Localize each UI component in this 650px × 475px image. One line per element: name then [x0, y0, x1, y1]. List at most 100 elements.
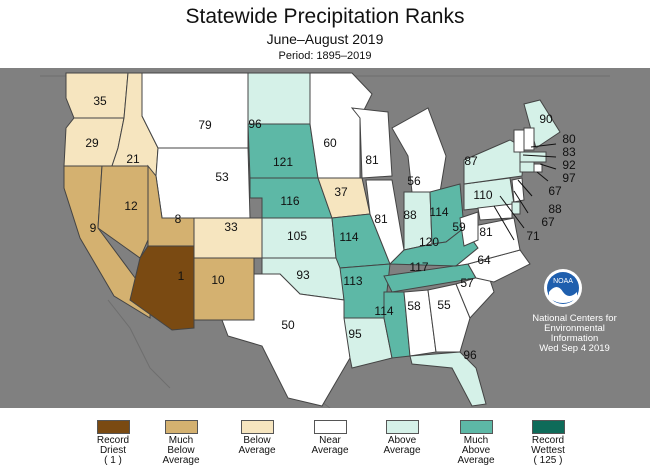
- state-wyoming: [155, 147, 251, 219]
- rank-label-tennessee: 117: [409, 260, 428, 274]
- state-nevada: [97, 165, 149, 259]
- rank-label-michigan: 56: [407, 174, 421, 188]
- rank-label-washington: 35: [93, 94, 107, 108]
- legend-swatch-much-above: [459, 420, 493, 434]
- legend-label-line: Record: [96, 435, 130, 446]
- leader-line-nj: [517, 179, 533, 197]
- legend-label-line: Above: [461, 445, 491, 456]
- rank-label-wyoming: 53: [215, 170, 229, 184]
- legend-item-below: Below Average: [217, 420, 297, 456]
- legend-swatch-record-driest: [96, 420, 130, 434]
- rank-label-arizona: 1: [178, 269, 185, 283]
- rank-label-maine: 90: [539, 112, 553, 126]
- rank-label-north-carolina: 64: [477, 253, 491, 267]
- legend-item-record-driest: Record Driest ( 1 ): [73, 420, 153, 466]
- legend-label-line: Average: [238, 445, 276, 456]
- legend-label-line: Average: [162, 455, 200, 466]
- state-south-dakota: [247, 123, 319, 179]
- rank-label-vermont: 83: [562, 145, 576, 159]
- map-title: Statewide Precipitation Ranks: [185, 5, 465, 28]
- credit-line-3: Information: [550, 333, 599, 344]
- states-layer: [63, 72, 561, 407]
- rank-label-oregon: 29: [85, 136, 99, 150]
- legend-swatch-near: [313, 420, 347, 434]
- credit-line-1: National Centers for: [532, 313, 617, 324]
- legend-label-line: Above: [387, 435, 417, 446]
- leader-line-ma: [539, 163, 557, 170]
- legend-label-line: Below: [167, 445, 195, 456]
- rank-label-idaho: 21: [126, 152, 140, 166]
- credit-block: National Centers for Environmental Infor…: [512, 314, 637, 354]
- state-arizona: [129, 245, 195, 331]
- rank-label-north-dakota: 96: [248, 117, 262, 131]
- legend-swatch-below: [240, 420, 274, 434]
- legend-label-line: Average: [311, 445, 349, 456]
- rank-label-delaware: 88: [548, 202, 562, 216]
- leader-line-ct: [536, 171, 549, 182]
- leader-line-ri: [493, 205, 515, 241]
- rank-label-iowa: 37: [334, 185, 348, 199]
- legend-item-near: Near Average: [290, 420, 370, 456]
- legend-swatch-record-wettest: [531, 420, 565, 434]
- legend-item-much-above: Much Above Average: [436, 420, 516, 466]
- rank-label-texas: 50: [281, 318, 295, 332]
- rank-label-new-hampshire: 80: [562, 132, 576, 146]
- rank-label-florida: 96: [463, 348, 477, 362]
- rank-label-arkansas: 113: [343, 274, 362, 288]
- state-new-mexico: [193, 257, 255, 321]
- rank-label-missouri: 114: [339, 230, 358, 244]
- state-florida: [409, 351, 487, 407]
- rank-label-colorado: 33: [224, 220, 238, 234]
- state-west-virginia: [459, 211, 479, 247]
- rank-label-kansas: 105: [287, 229, 307, 243]
- rank-label-nebraska: 116: [280, 194, 299, 208]
- state-mississippi: [383, 291, 411, 359]
- rank-label-rhode-island: 71: [526, 229, 540, 243]
- legend-item-much-below: Much Below Average: [141, 420, 221, 466]
- rank-label-alabama: 58: [407, 299, 421, 313]
- legend-label-line: Record: [531, 435, 565, 446]
- state-montana: [141, 72, 249, 149]
- state-georgia: [427, 283, 471, 353]
- leader-lines: [493, 143, 557, 241]
- legend-label-line: Near: [319, 435, 341, 446]
- rank-label-pennsylvania: 110: [473, 188, 492, 202]
- credit-line-2: Environmental: [544, 323, 605, 334]
- rank-label-wisconsin: 81: [365, 153, 379, 167]
- legend: Record Driest ( 1 ) Much Below Average B…: [0, 420, 650, 475]
- rank-label-illinois: 81: [374, 212, 388, 226]
- legend-item-above: Above Average: [362, 420, 442, 456]
- state-connecticut: [519, 161, 535, 173]
- state-delaware: [511, 201, 521, 215]
- legend-swatch-above: [385, 420, 419, 434]
- state-wisconsin: [350, 107, 393, 179]
- map-subtitle: June–August 2019: [266, 31, 384, 47]
- rank-label-california: 9: [90, 221, 97, 235]
- legend-label-line: Average: [383, 445, 421, 456]
- legend-item-record-wettest: Record Wettest ( 125 ): [508, 420, 588, 466]
- rank-label-virginia: 81: [479, 225, 493, 239]
- state-rhode-island: [533, 163, 543, 173]
- legend-label-line: Wettest: [531, 445, 565, 456]
- leader-line-vt: [522, 154, 557, 158]
- rank-label-montana: 79: [198, 118, 212, 132]
- legend-swatch-much-below: [164, 420, 198, 434]
- rank-label-minnesota: 60: [323, 136, 337, 150]
- rank-label-nevada: 12: [124, 199, 138, 213]
- legend-label-line: Below: [243, 435, 271, 446]
- noaa-logo-icon: NOAA: [544, 269, 582, 307]
- leader-line-md: [499, 195, 525, 229]
- rank-label-maryland: 67: [541, 215, 555, 229]
- state-massachusetts: [519, 151, 547, 163]
- state-vermont: [513, 129, 525, 153]
- legend-label-line: Driest: [99, 445, 127, 456]
- state-new-jersey: [511, 177, 525, 203]
- rank-label-new-york: 87: [464, 154, 478, 168]
- legend-label-line: ( 125 ): [533, 455, 563, 466]
- rank-label-new-mexico: 10: [211, 273, 225, 287]
- rank-label-south-dakota: 121: [273, 155, 293, 169]
- leader-line-de: [513, 190, 529, 214]
- rank-label-georgia: 55: [437, 298, 451, 312]
